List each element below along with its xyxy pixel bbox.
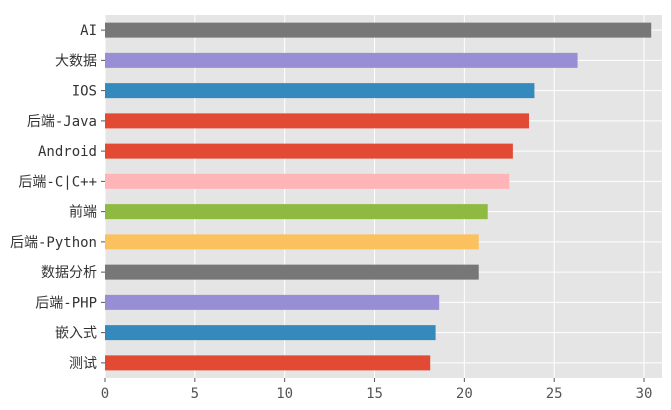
x-tick-label: 30 xyxy=(636,386,653,402)
category-label: AI xyxy=(80,23,97,39)
bar xyxy=(105,52,578,68)
category-label: 后端-C|C++ xyxy=(18,174,97,190)
bar xyxy=(105,264,479,280)
plot-background xyxy=(105,15,662,378)
x-tick-label: 25 xyxy=(546,386,563,402)
x-tick-label: 0 xyxy=(101,386,109,402)
category-label: 后端-PHP xyxy=(35,295,97,311)
bar xyxy=(105,173,510,189)
x-tick-label: 10 xyxy=(276,386,293,402)
bar xyxy=(105,234,479,250)
category-label: 后端-Python xyxy=(10,235,97,251)
category-label: 数据分析 xyxy=(41,265,97,281)
category-label: 后端-Java xyxy=(27,114,97,130)
bar xyxy=(105,22,652,38)
category-label: 测试 xyxy=(69,356,97,372)
bar xyxy=(105,204,488,220)
bar xyxy=(105,325,436,341)
bar xyxy=(105,143,513,159)
category-label: 前端 xyxy=(69,204,97,221)
category-label: IOS xyxy=(72,84,97,100)
category-label: 嵌入式 xyxy=(55,326,97,342)
bar xyxy=(105,294,440,310)
x-tick-label: 5 xyxy=(191,386,199,402)
bar xyxy=(105,113,530,129)
bar xyxy=(105,355,431,371)
category-label: 大数据 xyxy=(55,53,97,69)
x-tick-label: 15 xyxy=(366,386,383,402)
category-label: Android xyxy=(38,144,97,160)
x-tick-label: 20 xyxy=(456,386,473,402)
bar xyxy=(105,83,535,99)
